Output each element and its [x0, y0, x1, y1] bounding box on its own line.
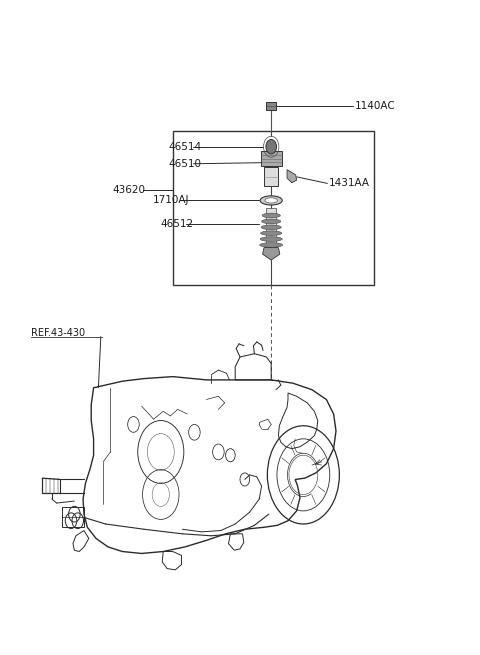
Text: 1140AC: 1140AC [355, 101, 396, 111]
Ellipse shape [260, 236, 282, 242]
Ellipse shape [260, 196, 282, 205]
Ellipse shape [262, 213, 280, 217]
Text: 1431AA: 1431AA [329, 178, 370, 189]
Bar [266, 208, 276, 250]
Ellipse shape [265, 198, 277, 203]
Bar [173, 131, 374, 285]
Polygon shape [287, 170, 297, 183]
Ellipse shape [262, 219, 281, 224]
Bar [62, 507, 84, 527]
Text: REF.43-430: REF.43-430 [31, 328, 85, 338]
Bar [264, 167, 278, 186]
Text: 46510: 46510 [168, 159, 201, 169]
Bar [261, 151, 282, 166]
Ellipse shape [261, 231, 282, 236]
Circle shape [266, 140, 276, 154]
Text: 46514: 46514 [168, 141, 201, 152]
Ellipse shape [260, 243, 283, 248]
Text: 1710AJ: 1710AJ [153, 195, 189, 206]
Bar [266, 102, 276, 110]
Ellipse shape [261, 225, 281, 230]
Text: 43620: 43620 [113, 185, 146, 195]
Polygon shape [263, 248, 280, 260]
Text: 46512: 46512 [161, 219, 194, 229]
